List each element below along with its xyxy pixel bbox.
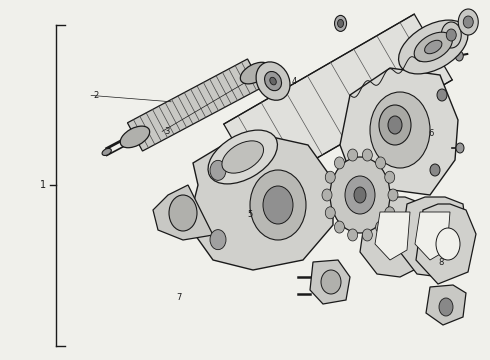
Ellipse shape bbox=[325, 207, 335, 219]
Ellipse shape bbox=[439, 298, 453, 316]
Text: 8: 8 bbox=[439, 258, 444, 267]
Ellipse shape bbox=[102, 148, 111, 156]
Ellipse shape bbox=[385, 171, 395, 183]
Ellipse shape bbox=[458, 9, 478, 35]
Ellipse shape bbox=[120, 126, 149, 148]
Ellipse shape bbox=[256, 62, 290, 100]
Ellipse shape bbox=[210, 230, 226, 249]
Ellipse shape bbox=[322, 189, 332, 201]
Ellipse shape bbox=[270, 77, 276, 85]
Ellipse shape bbox=[375, 221, 386, 233]
Ellipse shape bbox=[345, 176, 375, 214]
Text: 4: 4 bbox=[292, 77, 297, 86]
Ellipse shape bbox=[330, 157, 390, 233]
Ellipse shape bbox=[414, 32, 452, 62]
Text: 7: 7 bbox=[176, 292, 182, 302]
Ellipse shape bbox=[208, 130, 277, 184]
Polygon shape bbox=[400, 197, 467, 277]
Ellipse shape bbox=[463, 16, 473, 28]
Ellipse shape bbox=[210, 160, 226, 180]
Ellipse shape bbox=[263, 186, 293, 224]
Ellipse shape bbox=[446, 29, 456, 41]
Ellipse shape bbox=[455, 51, 463, 61]
Polygon shape bbox=[153, 185, 213, 240]
Polygon shape bbox=[416, 204, 476, 284]
Ellipse shape bbox=[370, 92, 430, 168]
Polygon shape bbox=[426, 285, 466, 325]
Ellipse shape bbox=[388, 116, 402, 134]
Ellipse shape bbox=[222, 141, 264, 173]
Ellipse shape bbox=[169, 195, 197, 231]
Ellipse shape bbox=[375, 157, 386, 169]
Polygon shape bbox=[415, 212, 450, 260]
Ellipse shape bbox=[362, 229, 372, 241]
Ellipse shape bbox=[240, 62, 270, 84]
Polygon shape bbox=[340, 68, 458, 195]
Text: 6: 6 bbox=[429, 129, 434, 138]
Ellipse shape bbox=[385, 207, 395, 219]
Ellipse shape bbox=[334, 157, 344, 169]
Ellipse shape bbox=[334, 221, 344, 233]
Ellipse shape bbox=[398, 20, 468, 74]
Ellipse shape bbox=[425, 40, 442, 54]
Polygon shape bbox=[375, 212, 410, 260]
Text: 3: 3 bbox=[164, 127, 170, 136]
Ellipse shape bbox=[436, 228, 460, 260]
Polygon shape bbox=[310, 260, 350, 304]
Text: 5: 5 bbox=[247, 210, 253, 219]
Ellipse shape bbox=[379, 105, 411, 145]
Polygon shape bbox=[127, 59, 263, 151]
Ellipse shape bbox=[270, 195, 286, 215]
Ellipse shape bbox=[354, 187, 366, 203]
Ellipse shape bbox=[441, 22, 461, 48]
Ellipse shape bbox=[362, 149, 372, 161]
Ellipse shape bbox=[456, 143, 464, 153]
Ellipse shape bbox=[335, 15, 346, 31]
Ellipse shape bbox=[437, 89, 447, 101]
Polygon shape bbox=[188, 135, 333, 270]
Ellipse shape bbox=[430, 164, 440, 176]
Polygon shape bbox=[360, 197, 427, 277]
Ellipse shape bbox=[321, 270, 341, 294]
Text: 2: 2 bbox=[93, 91, 98, 100]
Ellipse shape bbox=[388, 189, 398, 201]
Ellipse shape bbox=[325, 171, 335, 183]
Ellipse shape bbox=[265, 72, 282, 91]
Text: 1: 1 bbox=[40, 180, 47, 190]
Ellipse shape bbox=[348, 229, 358, 241]
Ellipse shape bbox=[250, 170, 306, 240]
Ellipse shape bbox=[348, 149, 358, 161]
Ellipse shape bbox=[338, 19, 343, 27]
Polygon shape bbox=[224, 14, 452, 190]
